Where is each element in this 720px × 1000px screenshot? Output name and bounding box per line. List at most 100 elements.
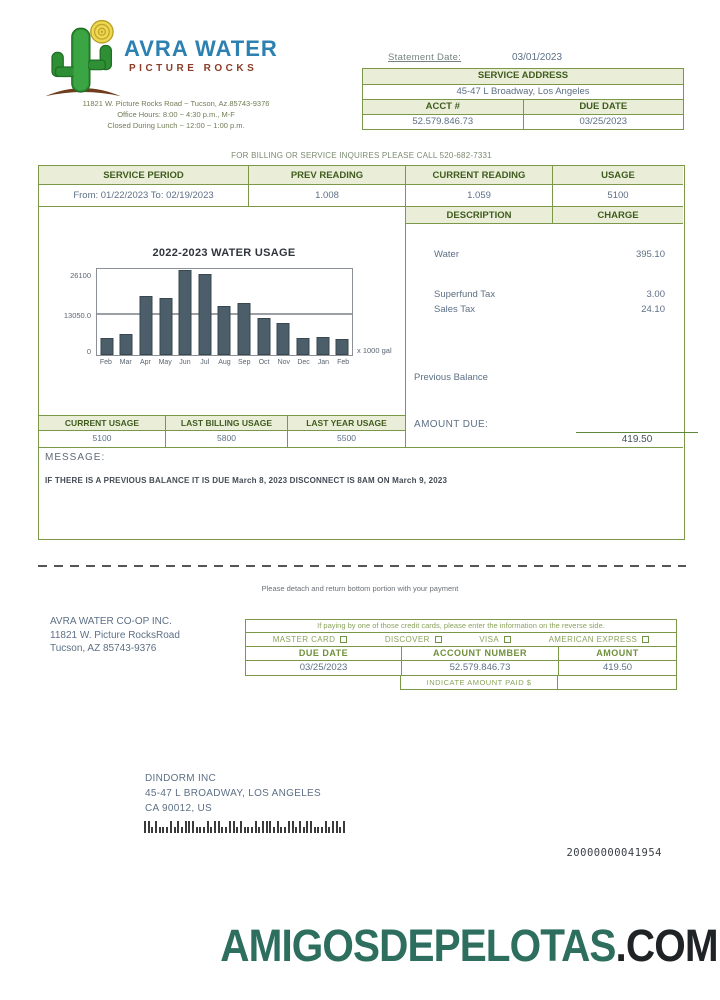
bill-detail-table: SERVICE PERIOD PREV READING CURRENT READ… xyxy=(38,165,698,540)
last-year-usage-value: 5500 xyxy=(288,431,406,447)
card-option-amex: AMERICAN EXPRESS xyxy=(549,635,650,644)
amount-paid-entry-cell[interactable] xyxy=(558,676,677,690)
recipient-name: DINDORM INC xyxy=(145,773,217,784)
chart-bar xyxy=(296,337,310,355)
due-date-header: DUE DATE xyxy=(522,100,684,114)
chart-month-label: Oct xyxy=(258,359,270,366)
statement-date-label: Statement Date: xyxy=(388,52,462,63)
chart-bar xyxy=(159,297,173,355)
chart-bar-slot xyxy=(156,269,176,355)
remit-address-block: AVRA WATER CO-OP INC. 11821 W. Picture R… xyxy=(50,615,180,656)
charge-header: CHARGE xyxy=(553,207,683,224)
utility-address-line2: Office Hours: 8:00 ~ 4:30 p.m., M-F xyxy=(117,110,235,119)
chart-month-label: Feb xyxy=(337,359,350,366)
chart-bar xyxy=(217,305,231,355)
discover-checkbox[interactable] xyxy=(434,636,442,643)
acct-number-value: 52.579.846.73 xyxy=(412,116,474,127)
chart-month-label: Sep xyxy=(238,359,251,366)
service-period-value: From: 01/22/2023 To: 02/19/2023 xyxy=(39,185,249,207)
message-label: MESSAGE: xyxy=(45,452,106,463)
chart-bar xyxy=(198,274,212,355)
usage-chart-cell: 2022-2023 WATER USAGE 26100 13050.0 0 Fe… xyxy=(39,207,406,416)
chart-bar-slot xyxy=(274,269,294,355)
remit-company: AVRA WATER CO-OP INC. xyxy=(50,616,172,627)
line-item-description: Sales Tax xyxy=(434,304,476,315)
service-address-value: 45-47 L Broadway, Los Angeles xyxy=(456,86,590,97)
utility-address-block: 11821 W. Picture Rocks Road ~ Tucson, Az… xyxy=(36,98,316,131)
chart-title: 2022-2023 WATER USAGE xyxy=(152,247,296,259)
site-watermark-tld: .COM xyxy=(615,920,719,971)
message-box: MESSAGE: IF THERE IS A PREVIOUS BALANCE … xyxy=(39,447,683,538)
due-date-value: 03/25/2023 xyxy=(522,115,684,129)
last-billing-usage-header: LAST BILLING USAGE xyxy=(166,416,288,431)
service-address-table: SERVICE ADDRESS 45-47 L Broadway, Los An… xyxy=(362,68,684,130)
chart-bar-slot xyxy=(136,269,156,355)
line-item-description: Superfund Tax xyxy=(434,289,496,300)
statement-date-value: 03/01/2023 xyxy=(512,52,563,63)
amount-due-label: AMOUNT DUE: xyxy=(414,419,489,430)
visa-checkbox[interactable] xyxy=(504,636,512,643)
detach-note: Please detach and return bottom portion … xyxy=(261,584,459,593)
description-header: DESCRIPTION xyxy=(406,207,553,224)
chart-month-label: Aug xyxy=(218,359,231,366)
recipient-address2: CA 90012, US xyxy=(145,803,212,814)
last-year-usage-header: LAST YEAR USAGE xyxy=(288,416,406,431)
chart-bar-slot xyxy=(117,269,137,355)
card-label: MASTER CARD xyxy=(272,635,336,644)
card-option-discover: DISCOVER xyxy=(385,635,442,644)
charges-body: Water 395.10 Superfund Tax 3.00 Sales Ta… xyxy=(406,224,698,447)
chart-bar xyxy=(119,333,133,355)
chart-month-label: Feb xyxy=(99,359,112,366)
remit-address1: 11821 W. Picture RocksRoad xyxy=(50,629,180,641)
chart-bar xyxy=(276,323,290,355)
stub-due-date-value: 03/25/2023 xyxy=(299,662,348,673)
amount-due-rule xyxy=(576,432,698,433)
chart-bar-slot xyxy=(97,269,117,355)
brand-name: AVRA WATER xyxy=(124,36,278,61)
card-label: VISA xyxy=(479,635,500,644)
mastercard-checkbox[interactable] xyxy=(340,636,348,643)
document-number: 20000000041954 xyxy=(566,847,662,859)
line-item-charge: 24.10 xyxy=(641,304,665,315)
credit-card-options-row: MASTER CARD DISCOVER VISA AMERICAN EXPRE… xyxy=(246,633,676,647)
payment-headers-row: DUE DATE ACCOUNT NUMBER AMOUNT xyxy=(246,647,676,661)
acct-number-header: ACCT # xyxy=(425,101,460,112)
utility-address-line1: 11821 W. Picture Rocks Road ~ Tucson, Az… xyxy=(82,99,270,108)
previous-balance-label: Previous Balance xyxy=(414,372,488,383)
chart-bar-slot xyxy=(195,269,215,355)
chart-month-label: Apr xyxy=(139,359,151,366)
payment-values-row: 03/25/2023 52.579.846.73 419.50 xyxy=(246,661,676,675)
current-usage-value: 5100 xyxy=(39,431,166,447)
card-option-mastercard: MASTER CARD xyxy=(273,635,348,644)
recipient-address1: 45-47 L BROADWAY, LOS ANGELES xyxy=(145,788,321,799)
chart-bar-slot xyxy=(313,269,333,355)
stub-due-date-header: DUE DATE xyxy=(298,648,349,658)
chart-bar-slot xyxy=(293,269,313,355)
chart-unit-label: x 1000 gal xyxy=(357,346,392,355)
chart-bar xyxy=(178,269,192,355)
chart-ytick-0: 0 xyxy=(86,347,91,356)
last-billing-usage-value: 5800 xyxy=(166,431,288,447)
usage-header: USAGE xyxy=(553,166,683,185)
payment-stub-table: If paying by one of those credit cards, … xyxy=(245,619,677,676)
card-label: DISCOVER xyxy=(384,635,430,644)
amex-checkbox[interactable] xyxy=(642,636,650,643)
current-reading-header: CURRENT READING xyxy=(406,166,553,185)
chart-month-labels: Feb Mar Apr May Jun Jul Aug Sep Oct Nov Dec Jan Feb xyxy=(96,359,353,369)
billing-inquiries-notice: FOR BILLING OR SERVICE INQUIRES PLEASE C… xyxy=(231,151,492,160)
chart-month-label: Nov xyxy=(277,359,291,366)
chart-bar xyxy=(316,337,330,355)
utility-address-line3: Closed During Lunch ~ 12:00 ~ 1:00 p.m. xyxy=(107,121,245,130)
current-reading-value: 1.059 xyxy=(406,185,553,207)
remit-address2: Tucson, AZ 85743-9376 xyxy=(50,643,157,654)
chart-month-label: Jul xyxy=(200,359,210,366)
site-watermark: AMIGOSDEPELOTAS.COM xyxy=(221,920,719,972)
chart-month-label: Dec xyxy=(297,359,310,366)
chart-bar-slot xyxy=(175,269,195,355)
chart-month-label: Jun xyxy=(179,359,191,366)
recipient-address-block: DINDORM INC 45-47 L BROADWAY, LOS ANGELE… xyxy=(145,771,321,816)
indicate-amount-paid-cell: INDICATE AMOUNT PAID $ xyxy=(400,676,558,690)
stub-amount-value: 419.50 xyxy=(602,662,633,673)
chart-bar xyxy=(139,295,153,355)
